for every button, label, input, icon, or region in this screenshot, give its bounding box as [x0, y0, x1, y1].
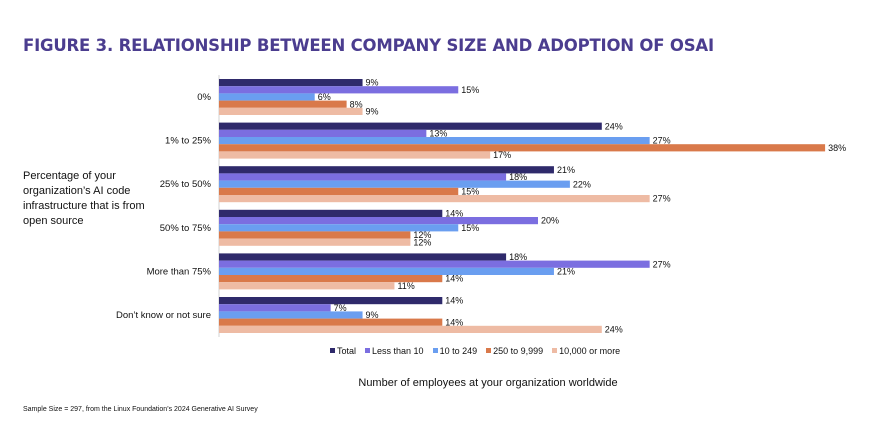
legend-item: Less than 10 [365, 346, 424, 356]
legend-label: Total [337, 345, 357, 356]
bar-less-than-10 [219, 86, 459, 94]
bar-250-to-9-999 [219, 231, 411, 239]
bar-10-000-or-more [219, 325, 602, 333]
value-label: 24% [605, 325, 623, 335]
bar-10-to-249 [219, 311, 363, 319]
legend: Total Less than 10 10 to 249 250 to 9,999 10… [330, 345, 629, 356]
bars-group [218, 75, 826, 337]
bar-10-to-249 [219, 180, 570, 188]
value-label: 27% [653, 259, 671, 269]
category-label: More than 75% [147, 266, 212, 277]
value-label: 14% [445, 296, 463, 306]
legend-swatch [486, 348, 492, 353]
value-label: 27% [653, 136, 671, 146]
bar-10-000-or-more [219, 282, 395, 290]
value-label: 18% [509, 252, 527, 262]
category-label: Don’t know or not sure [116, 310, 211, 321]
value-label: 8% [350, 99, 363, 109]
bar-less-than-10 [219, 260, 650, 268]
value-label: 9% [366, 78, 379, 88]
legend-label: 10,000 or more [559, 345, 621, 356]
bar-total [219, 166, 554, 174]
value-label: 38% [828, 143, 846, 153]
value-label: 15% [461, 85, 479, 95]
bar-total [219, 209, 443, 217]
value-label: 15% [461, 187, 479, 197]
labels-group: 0%9%15%6%8%9%1% to 25%24%13%27%38%17%25%… [116, 78, 846, 335]
category-label: 1% to 25% [165, 136, 211, 147]
bar-total [219, 297, 443, 305]
value-label: 13% [429, 129, 447, 139]
value-label: 14% [445, 274, 463, 284]
value-label: 24% [605, 121, 623, 131]
value-label: 11% [397, 281, 414, 291]
bar-10-000-or-more [219, 107, 363, 115]
value-label: 7% [334, 303, 347, 313]
legend-item: 250 to 9,999 [486, 346, 543, 356]
legend-item: 10 to 249 [432, 345, 478, 356]
legend-item: Total [330, 346, 356, 356]
category-label: 25% to 50% [160, 179, 212, 190]
value-label: 21% [557, 165, 575, 175]
value-label: 27% [653, 194, 671, 204]
category-label: 0% [197, 92, 211, 103]
bar-less-than-10 [219, 173, 507, 181]
footnote: Sample Size = 297, from the Linux Founda… [23, 406, 258, 413]
bar-250-to-9-999 [219, 187, 459, 195]
value-label: 14% [445, 209, 463, 219]
value-label: 9% [366, 107, 379, 117]
bar-10-to-249 [219, 93, 315, 101]
value-label: 6% [318, 92, 331, 102]
y-axis-label: Percentage of your organization’s AI cod… [23, 170, 145, 227]
x-axis-label: Number of employees at your organization… [0, 377, 872, 389]
value-label: 20% [541, 216, 559, 226]
bar-10-000-or-more [219, 151, 491, 159]
bar-10-to-249 [219, 224, 459, 232]
value-label: 17% [493, 150, 511, 160]
bar-total [219, 122, 602, 130]
legend-swatch [365, 348, 371, 353]
bar-total [219, 79, 363, 87]
value-label: 12% [413, 237, 431, 247]
bar-10-000-or-more [219, 238, 411, 246]
legend-label: 10 to 249 [439, 345, 478, 356]
value-label: 15% [461, 223, 479, 233]
bar-10-to-249 [219, 137, 650, 145]
legend-label: 250 to 9,999 [493, 345, 544, 356]
value-label: 22% [573, 179, 591, 189]
bar-less-than-10 [219, 304, 331, 312]
legend-swatch [330, 348, 335, 353]
legend-swatch [432, 348, 438, 353]
bar-250-to-9-999 [219, 144, 826, 152]
bar-total [219, 253, 507, 261]
bar-250-to-9-999 [219, 275, 443, 283]
category-label: 50% to 75% [160, 223, 212, 234]
bar-10-to-249 [219, 267, 554, 275]
value-label: 18% [509, 172, 527, 182]
value-label: 21% [557, 267, 575, 277]
bar-10-000-or-more [219, 195, 650, 203]
chart-title: FIGURE 3. RELATIONSHIP BETWEEN COMPANY S… [23, 36, 714, 55]
bar-less-than-10 [219, 129, 427, 137]
legend-label: Less than 10 [372, 345, 424, 356]
value-label: 9% [366, 310, 379, 320]
legend-swatch [552, 348, 558, 353]
x-axis-label-text: Number of employees at your organization… [358, 377, 618, 389]
value-label: 12% [413, 230, 431, 240]
bar-less-than-10 [219, 217, 538, 225]
bar-250-to-9-999 [219, 318, 443, 326]
legend-item: 10,000 or more [552, 346, 620, 356]
value-label: 14% [445, 317, 463, 327]
bar-250-to-9-999 [219, 100, 347, 108]
